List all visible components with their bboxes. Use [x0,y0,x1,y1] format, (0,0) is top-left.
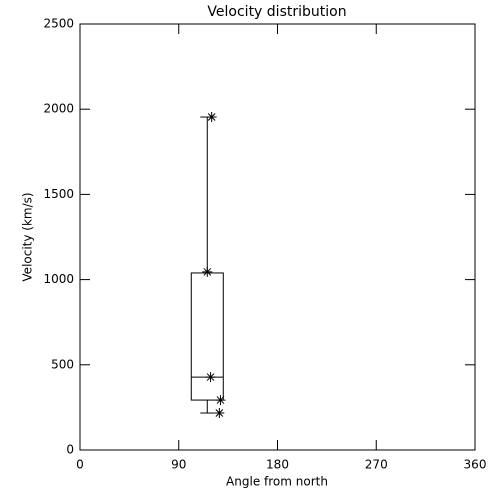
y-tick-label: 2500 [43,17,74,31]
y-tick-label: 1000 [43,272,74,286]
x-tick-label: 0 [76,458,84,472]
point [202,266,213,277]
y-tick-label: 1500 [43,187,74,201]
x-tick-label: 360 [464,458,487,472]
x-axis-label: Angle from north [226,475,328,489]
x-tick-label: 180 [266,458,289,472]
x-tick-label: 90 [171,458,186,472]
plot-frame [79,23,476,451]
x-tick-label: 270 [365,458,388,472]
y-tick-label: 2000 [43,102,74,116]
y-tick-label: 0 [66,443,74,457]
point [205,372,216,383]
point [215,395,226,406]
chart-title: Velocity distribution [207,4,346,20]
point [214,408,225,419]
box [190,272,224,401]
y-tick-label: 500 [51,357,74,371]
y-axis-label: Velocity (km/s) [21,192,35,281]
point [206,112,217,123]
